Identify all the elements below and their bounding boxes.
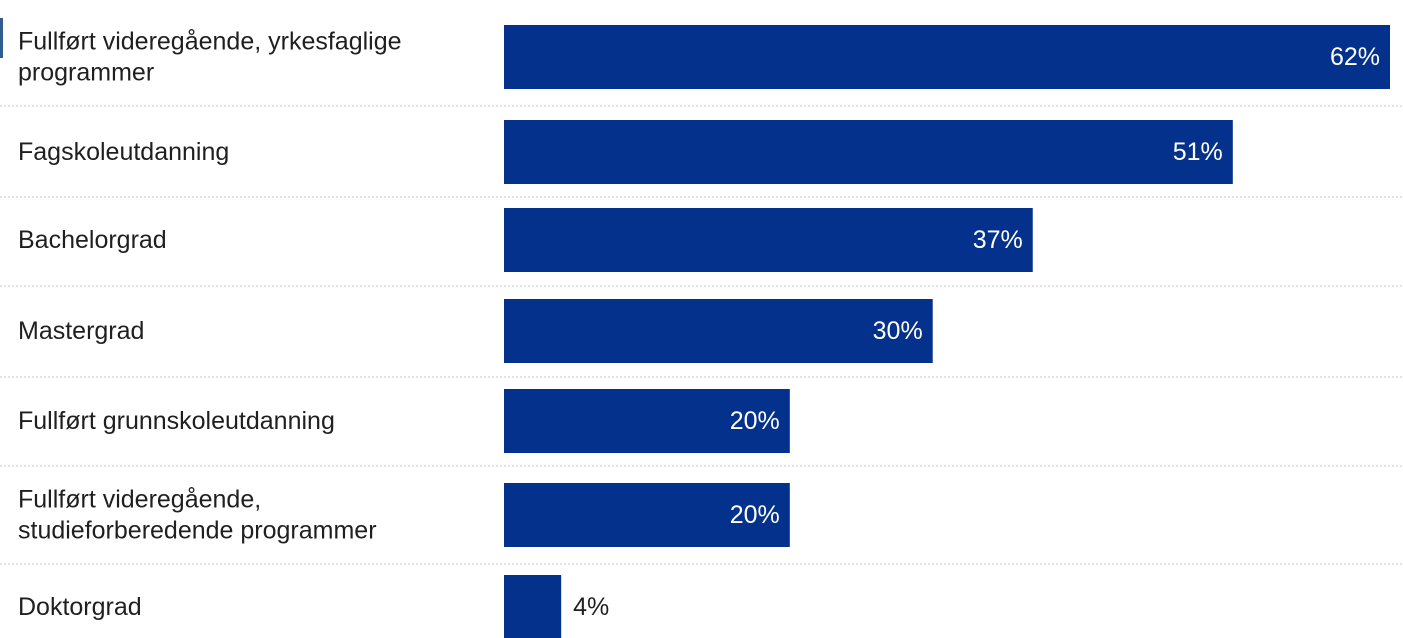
bar	[504, 25, 1390, 89]
edge-accent-mark	[0, 18, 3, 58]
bar	[504, 575, 562, 638]
category-label-line: Doktorgrad	[18, 593, 142, 621]
bar-value-label: 51%	[1173, 138, 1223, 166]
bar-value-label: 20%	[730, 501, 780, 529]
category-label-line: Fagskoleutdanning	[18, 138, 229, 166]
bar	[504, 299, 933, 363]
bar-value-label: 62%	[1330, 43, 1380, 71]
category-label: Fagskoleutdanning	[18, 138, 229, 166]
category-label-line: Fullført grunnskoleutdanning	[18, 407, 335, 435]
category-label-line: Bachelorgrad	[18, 226, 167, 254]
bar-value-label: 37%	[973, 226, 1023, 254]
category-label-line: Mastergrad	[18, 317, 144, 345]
category-label-line: studieforberedende programmer	[18, 517, 377, 545]
bar	[504, 208, 1033, 272]
bar	[504, 120, 1233, 184]
category-label: Bachelorgrad	[18, 226, 167, 254]
bar	[504, 389, 790, 453]
category-label-line: programmer	[18, 59, 154, 87]
category-label: Doktorgrad	[18, 593, 142, 621]
category-label: Fullført videregående, studieforberedende…	[18, 486, 377, 545]
category-label: Fullført videregående, yrkesfaglige progr…	[18, 28, 402, 87]
category-label: Mastergrad	[18, 317, 144, 345]
bar-value-label: 20%	[730, 407, 780, 435]
category-label: Fullført grunnskoleutdanning	[18, 407, 335, 435]
bar-value-label: 4%	[573, 593, 609, 621]
category-label-line: Fullført videregående,	[18, 486, 261, 514]
category-label-line: Fullført videregående, yrkesfaglige	[18, 28, 402, 56]
bar	[504, 483, 790, 547]
bar-value-label: 30%	[873, 317, 923, 345]
